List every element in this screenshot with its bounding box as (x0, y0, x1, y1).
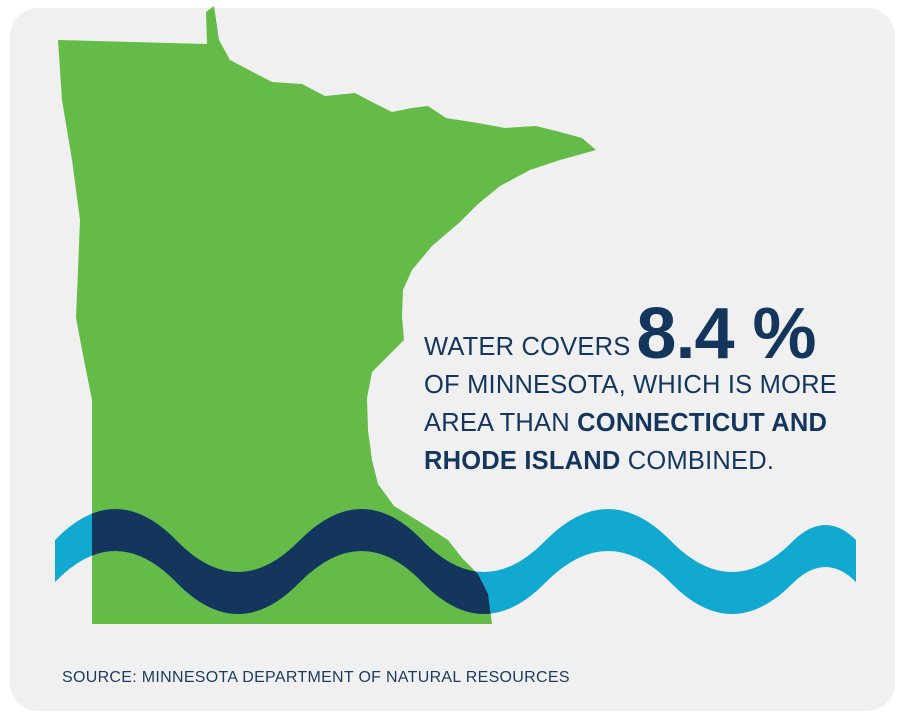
water-overlap-shape (58, 509, 596, 614)
stat-rhode-island: RHODE ISLAND (424, 447, 621, 475)
stat-line-4: RHODE ISLAND COMBINED. (424, 442, 864, 480)
stat-line4-text: COMBINED. (627, 447, 775, 475)
stat-line-1: WATER COVERS8.4 % (424, 298, 864, 370)
stat-line3-text: AREA THAN (424, 409, 570, 437)
stat-line-2: OF MINNESOTA, WHICH IS MORE (424, 371, 837, 399)
water-statistic: WATER COVERS8.4 % OF MINNESOTA, WHICH IS… (424, 298, 864, 480)
stat-value: 8.4 % (636, 294, 816, 374)
source-note: SOURCE: MINNESOTA DEPARTMENT OF NATURAL … (62, 669, 570, 686)
stat-line-3: AREA THAN CONNECTICUT AND (424, 404, 864, 442)
stat-prefix: WATER COVERS (424, 333, 631, 361)
stat-connecticut: CONNECTICUT AND (577, 409, 828, 437)
